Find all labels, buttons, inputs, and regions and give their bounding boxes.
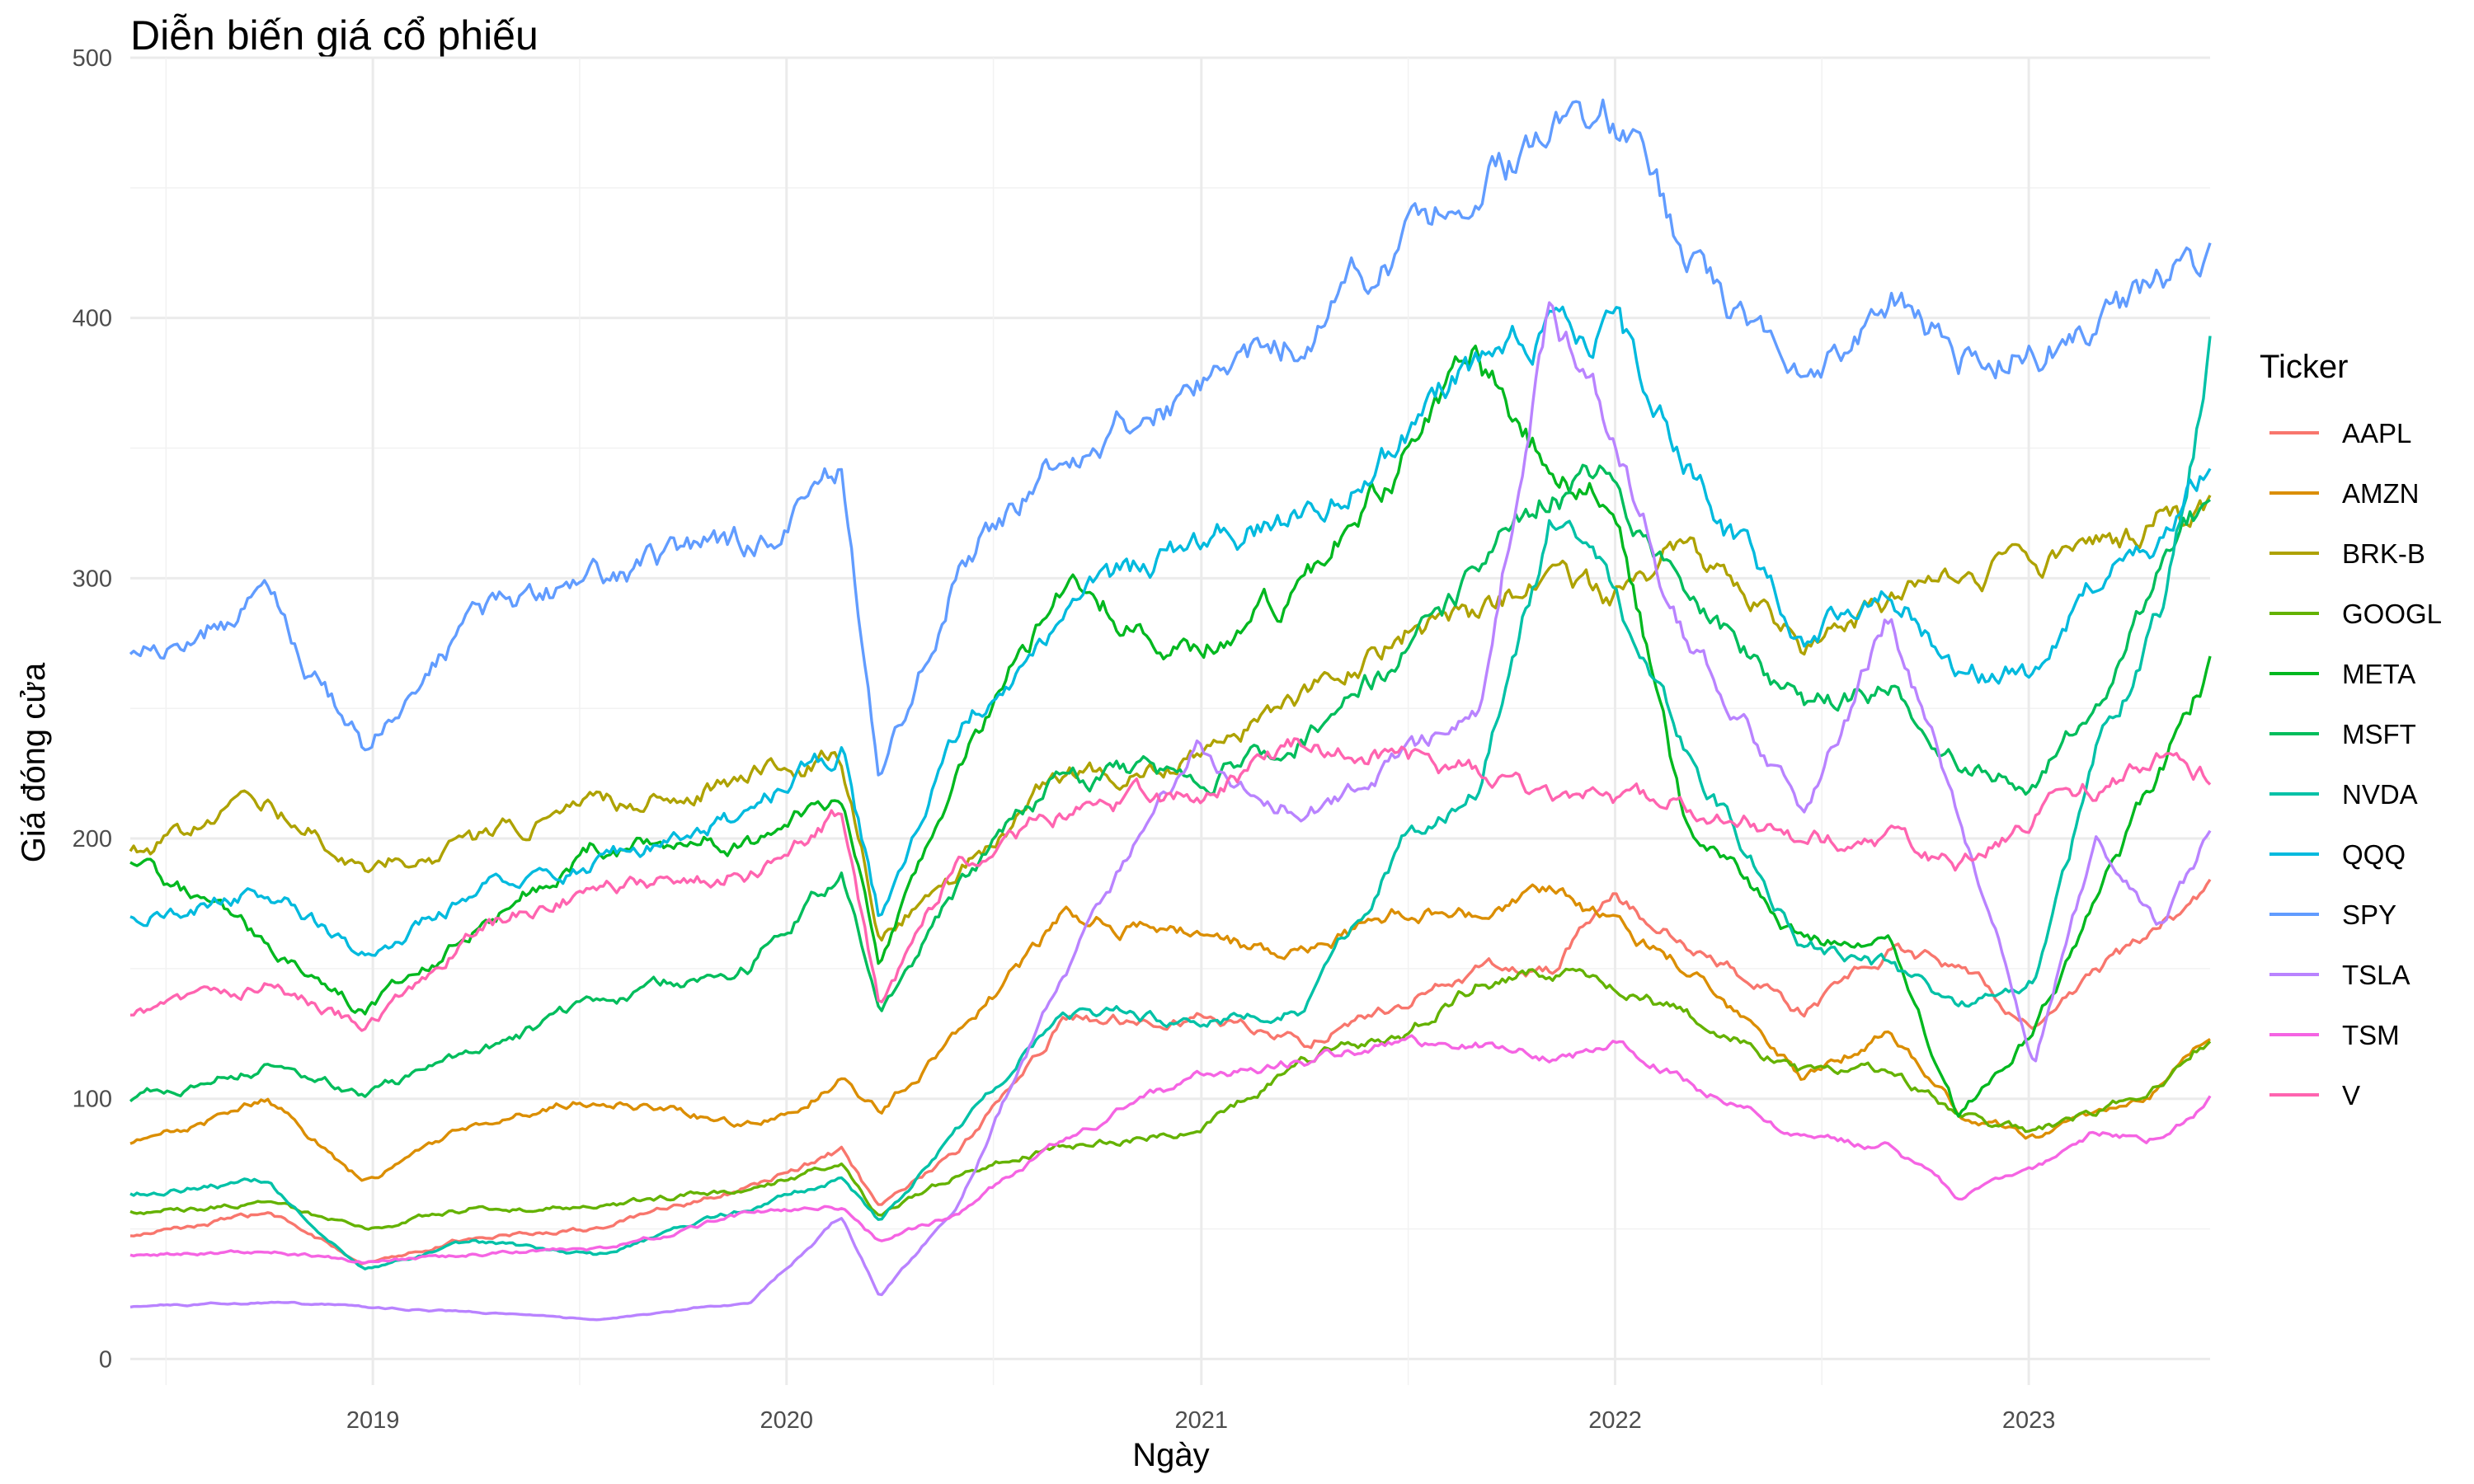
legend-label-googl: GOOGL: [2342, 599, 2442, 629]
legend-label-meta: META: [2342, 659, 2415, 689]
y-tick-label: 500: [73, 45, 112, 72]
y-tick-label: 400: [73, 306, 112, 332]
x-tick-label: 2022: [1588, 1407, 1642, 1434]
y-tick-label: 300: [73, 566, 112, 592]
x-tick-label: 2021: [1175, 1407, 1229, 1434]
series-line-qqq: [129, 305, 2212, 957]
series-line-spy: [129, 98, 2212, 777]
x-tick-label: 2020: [760, 1407, 814, 1434]
series-line-msft: [129, 463, 2212, 1103]
axis-layer: 0 100 200 300 400 500 2019 2020 2021 2022 2023: [73, 45, 2056, 1434]
legend-label-tsm: TSM: [2342, 1020, 2400, 1050]
series-line-brk-b: [129, 494, 2212, 942]
series-line-nvda: [129, 336, 2212, 1270]
grid-layer: [130, 56, 2210, 1385]
series-line-aapl: [129, 878, 2212, 1266]
legend-label-qqq: QQQ: [2342, 839, 2406, 870]
legend-label-brk-b: BRK-B: [2342, 538, 2425, 569]
x-tick-label: 2023: [2002, 1407, 2056, 1434]
legend-label-amzn: AMZN: [2342, 478, 2420, 509]
chart-title: Diễn biến giá cổ phiếu: [130, 12, 539, 59]
legend-title: Ticker: [2260, 349, 2348, 385]
legend-label-aapl: AAPL: [2342, 418, 2411, 448]
legend-label-tsla: TSLA: [2342, 960, 2411, 990]
series-line-amzn: [129, 883, 2211, 1182]
y-tick-label: 0: [99, 1346, 112, 1373]
legend: Ticker AAPL AMZN BRK-B GOOGL META MSFT NVDA QQQ…: [2260, 349, 2442, 1111]
legend-label-v: V: [2342, 1080, 2360, 1111]
series-line-v: [130, 737, 2212, 1032]
series-layer: [129, 98, 2212, 1322]
y-tick-label: 200: [73, 826, 112, 852]
series-line-tsm: [129, 1034, 2212, 1265]
y-tick-label: 100: [73, 1087, 112, 1113]
legend-items: AAPL AMZN BRK-B GOOGL META MSFT NVDA QQQ SPY TSLA…: [2269, 418, 2442, 1111]
series-line-tsla: [129, 301, 2212, 1322]
y-axis-title: Giá đóng cửa: [16, 662, 52, 862]
x-axis-title: Ngày: [1132, 1437, 1209, 1473]
legend-label-msft: MSFT: [2342, 719, 2416, 749]
series-line-meta: [129, 345, 2212, 1118]
x-tick-label: 2019: [346, 1407, 400, 1434]
legend-label-nvda: NVDA: [2342, 779, 2418, 810]
series-line-googl: [129, 967, 2212, 1231]
legend-label-spy: SPY: [2342, 899, 2396, 930]
